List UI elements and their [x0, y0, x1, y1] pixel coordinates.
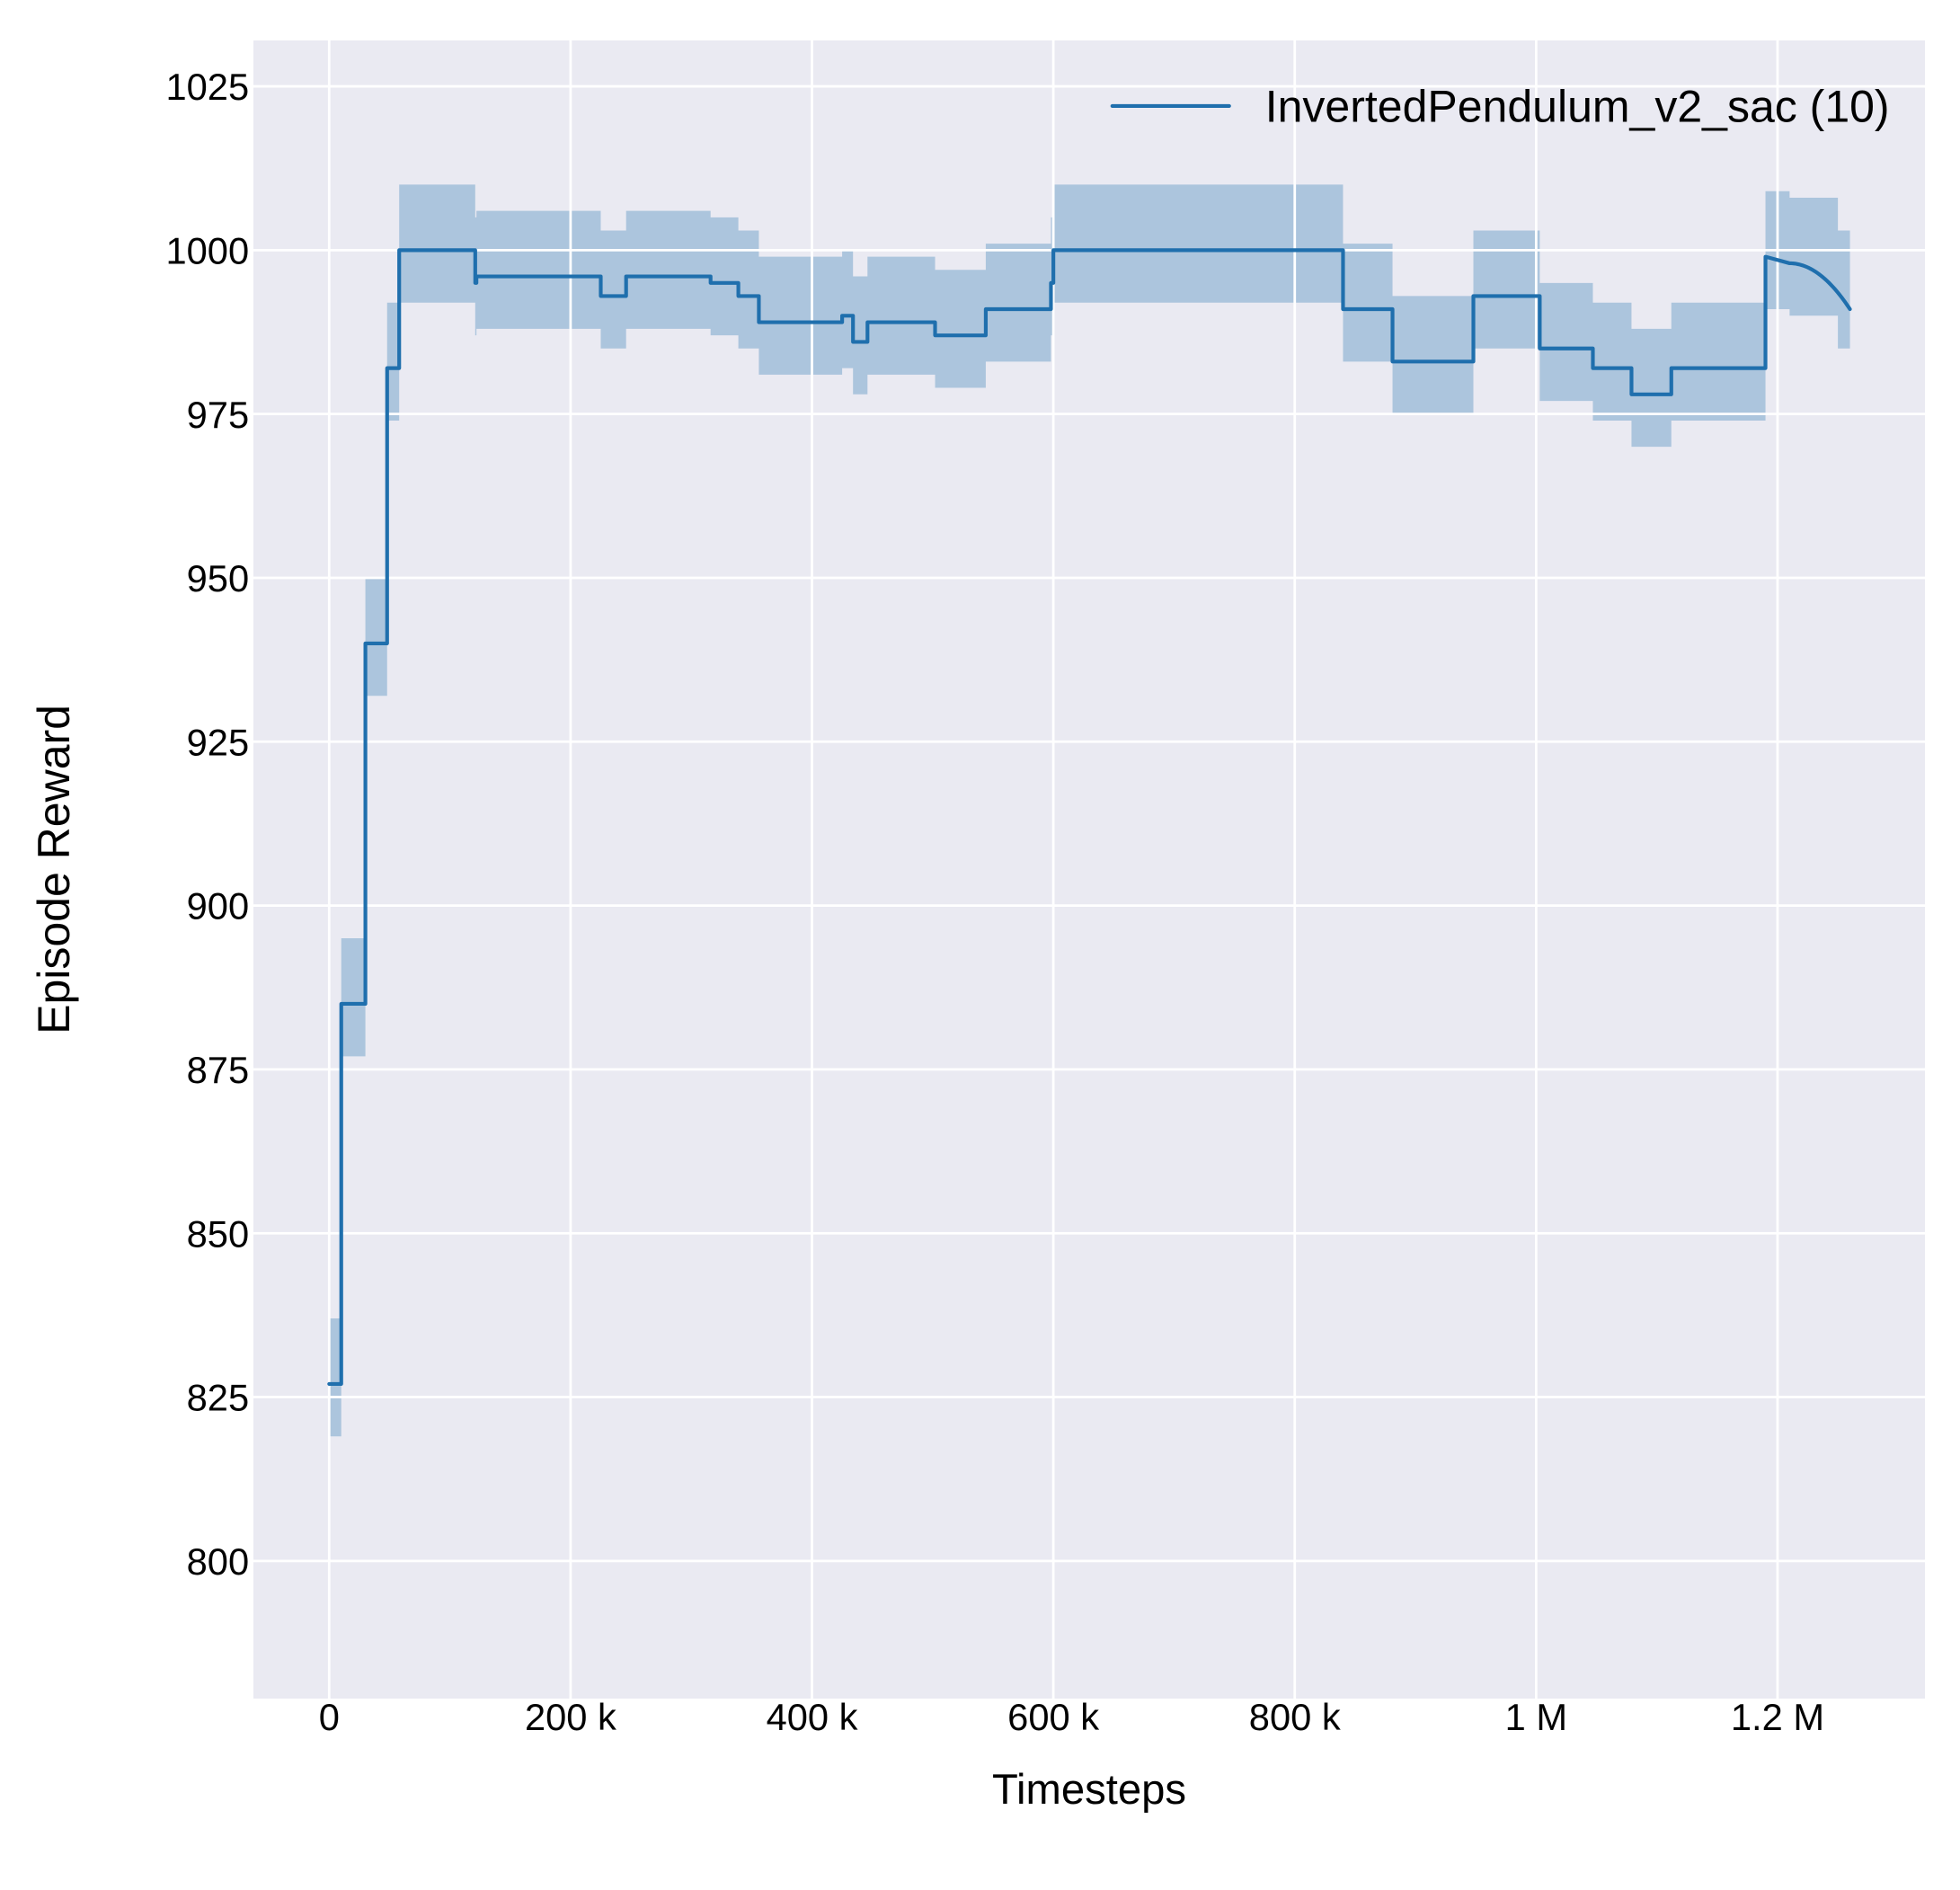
svg-text:800: 800 — [187, 1540, 250, 1583]
svg-text:400 k: 400 k — [767, 1696, 858, 1738]
svg-text:975: 975 — [187, 394, 250, 436]
svg-text:Episode Reward: Episode Reward — [29, 705, 79, 1034]
svg-text:600 k: 600 k — [1007, 1696, 1099, 1738]
svg-text:825: 825 — [187, 1377, 250, 1419]
svg-text:Timesteps: Timesteps — [992, 1766, 1186, 1814]
svg-text:1 M: 1 M — [1505, 1696, 1567, 1738]
svg-text:1.2 M: 1.2 M — [1731, 1696, 1824, 1738]
svg-text:875: 875 — [187, 1049, 250, 1091]
svg-text:900: 900 — [187, 885, 250, 927]
svg-text:1000: 1000 — [165, 229, 249, 271]
svg-text:0: 0 — [319, 1696, 340, 1738]
svg-text:InvertedPendulum_v2_sac (10): InvertedPendulum_v2_sac (10) — [1265, 81, 1890, 131]
svg-text:925: 925 — [187, 721, 250, 763]
svg-text:850: 850 — [187, 1212, 250, 1255]
svg-text:200 k: 200 k — [525, 1696, 616, 1738]
svg-text:800 k: 800 k — [1249, 1696, 1341, 1738]
svg-text:950: 950 — [187, 557, 250, 599]
svg-text:1025: 1025 — [165, 66, 249, 108]
